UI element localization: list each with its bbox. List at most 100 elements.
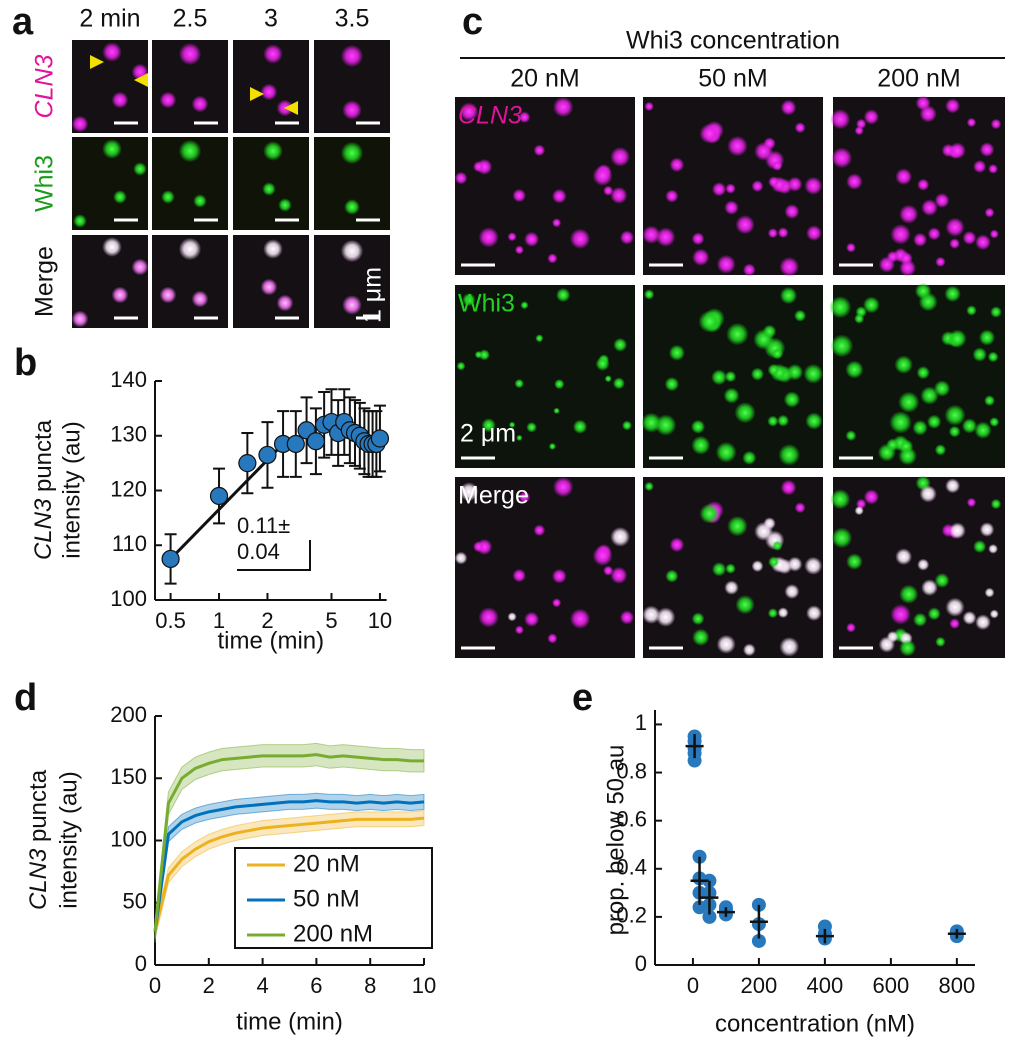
punctum bbox=[862, 296, 880, 314]
legend-label: 20 nM bbox=[293, 850, 360, 877]
punctum bbox=[974, 421, 992, 439]
x-tick-label: 2 bbox=[203, 973, 215, 998]
punctum bbox=[595, 356, 610, 371]
punctum bbox=[102, 237, 122, 257]
punctum bbox=[921, 199, 938, 216]
punctum bbox=[949, 522, 966, 539]
scale-label: 1 μm bbox=[359, 267, 387, 323]
micrograph bbox=[455, 285, 635, 468]
x-tick-label: 0.5 bbox=[155, 608, 186, 633]
punctum bbox=[113, 190, 127, 204]
column-header: 20 nM bbox=[510, 65, 579, 93]
punctum bbox=[699, 503, 720, 524]
punctum bbox=[520, 301, 529, 310]
punctum bbox=[863, 489, 880, 505]
punctum bbox=[984, 207, 995, 218]
punctum bbox=[767, 363, 780, 377]
punctum bbox=[767, 415, 779, 427]
row-label: Whi3 bbox=[458, 290, 515, 318]
punctum bbox=[507, 612, 517, 622]
punctum bbox=[102, 139, 122, 159]
punctum bbox=[973, 540, 987, 554]
punctum bbox=[478, 607, 499, 628]
x-tick-label: 1 bbox=[213, 608, 225, 633]
punctum bbox=[973, 160, 987, 174]
arrowhead bbox=[250, 87, 264, 101]
y-tick-label: 150 bbox=[110, 764, 147, 789]
punctum bbox=[777, 607, 789, 619]
punctum bbox=[610, 526, 631, 547]
punctum bbox=[716, 254, 736, 274]
punctum bbox=[846, 553, 863, 570]
punctum bbox=[552, 476, 574, 498]
punctum bbox=[516, 434, 523, 442]
y-tick-label: 110 bbox=[112, 531, 147, 556]
punctum bbox=[794, 502, 806, 514]
punctum bbox=[750, 367, 765, 381]
arrowhead bbox=[134, 73, 148, 87]
punctum bbox=[830, 109, 851, 130]
punctum bbox=[854, 126, 864, 136]
column-header: 2 min bbox=[79, 5, 140, 33]
punctum bbox=[990, 306, 1002, 318]
punctum bbox=[889, 411, 912, 434]
punctum bbox=[547, 633, 558, 644]
punctum bbox=[726, 322, 749, 346]
punctum bbox=[989, 229, 999, 239]
punctum bbox=[551, 568, 567, 584]
data-point bbox=[209, 486, 229, 506]
punctum bbox=[473, 161, 485, 173]
x-axis-label: time (min) bbox=[236, 1008, 343, 1035]
y-tick-label: 0 bbox=[635, 951, 647, 976]
punctum bbox=[944, 404, 966, 426]
punctum bbox=[725, 183, 736, 194]
x-tick-label: 200 bbox=[741, 973, 778, 998]
punctum bbox=[668, 344, 685, 361]
punctum bbox=[535, 334, 544, 343]
panel-label: a bbox=[12, 1, 34, 43]
punctum bbox=[899, 639, 917, 657]
punctum bbox=[779, 636, 800, 657]
error-band bbox=[154, 792, 425, 939]
y-axis-label: intensity (au) bbox=[55, 771, 82, 908]
punctum bbox=[569, 608, 591, 629]
y-axis-label: prop. below 50 au bbox=[602, 745, 629, 936]
y-tick-label: 120 bbox=[110, 476, 147, 501]
punctum bbox=[779, 256, 800, 277]
punctum bbox=[610, 186, 628, 204]
punctum bbox=[988, 543, 999, 554]
punctum bbox=[895, 168, 913, 186]
y-axis-label: intensity (au) bbox=[58, 421, 85, 558]
punctum bbox=[592, 545, 613, 566]
punctum bbox=[711, 182, 727, 197]
punctum bbox=[763, 517, 776, 530]
x-tick-label: 0 bbox=[149, 973, 161, 998]
punctum bbox=[962, 230, 977, 245]
x-tick-label: 10 bbox=[412, 973, 436, 998]
punctum bbox=[552, 218, 562, 228]
column-header: 3 bbox=[264, 5, 278, 33]
punctum bbox=[533, 144, 546, 157]
data-point bbox=[702, 909, 717, 924]
punctum bbox=[771, 348, 784, 360]
punctum bbox=[133, 162, 147, 176]
punctum bbox=[751, 180, 764, 193]
punctum bbox=[723, 387, 740, 404]
punctum bbox=[778, 443, 801, 466]
arrowhead bbox=[90, 55, 104, 69]
punctum bbox=[784, 204, 800, 220]
punctum bbox=[917, 558, 930, 571]
data-point bbox=[817, 919, 832, 934]
punctum bbox=[193, 194, 207, 208]
punctum bbox=[454, 551, 468, 565]
punctum bbox=[478, 349, 490, 361]
annotation: 0.04 bbox=[237, 539, 280, 564]
punctum bbox=[990, 118, 1002, 130]
punctum bbox=[462, 293, 476, 307]
annotation: 0.11± bbox=[237, 513, 290, 538]
punctum bbox=[780, 479, 797, 496]
punctum bbox=[945, 478, 961, 494]
punctum bbox=[768, 556, 780, 568]
column-header: 50 nM bbox=[698, 65, 767, 93]
